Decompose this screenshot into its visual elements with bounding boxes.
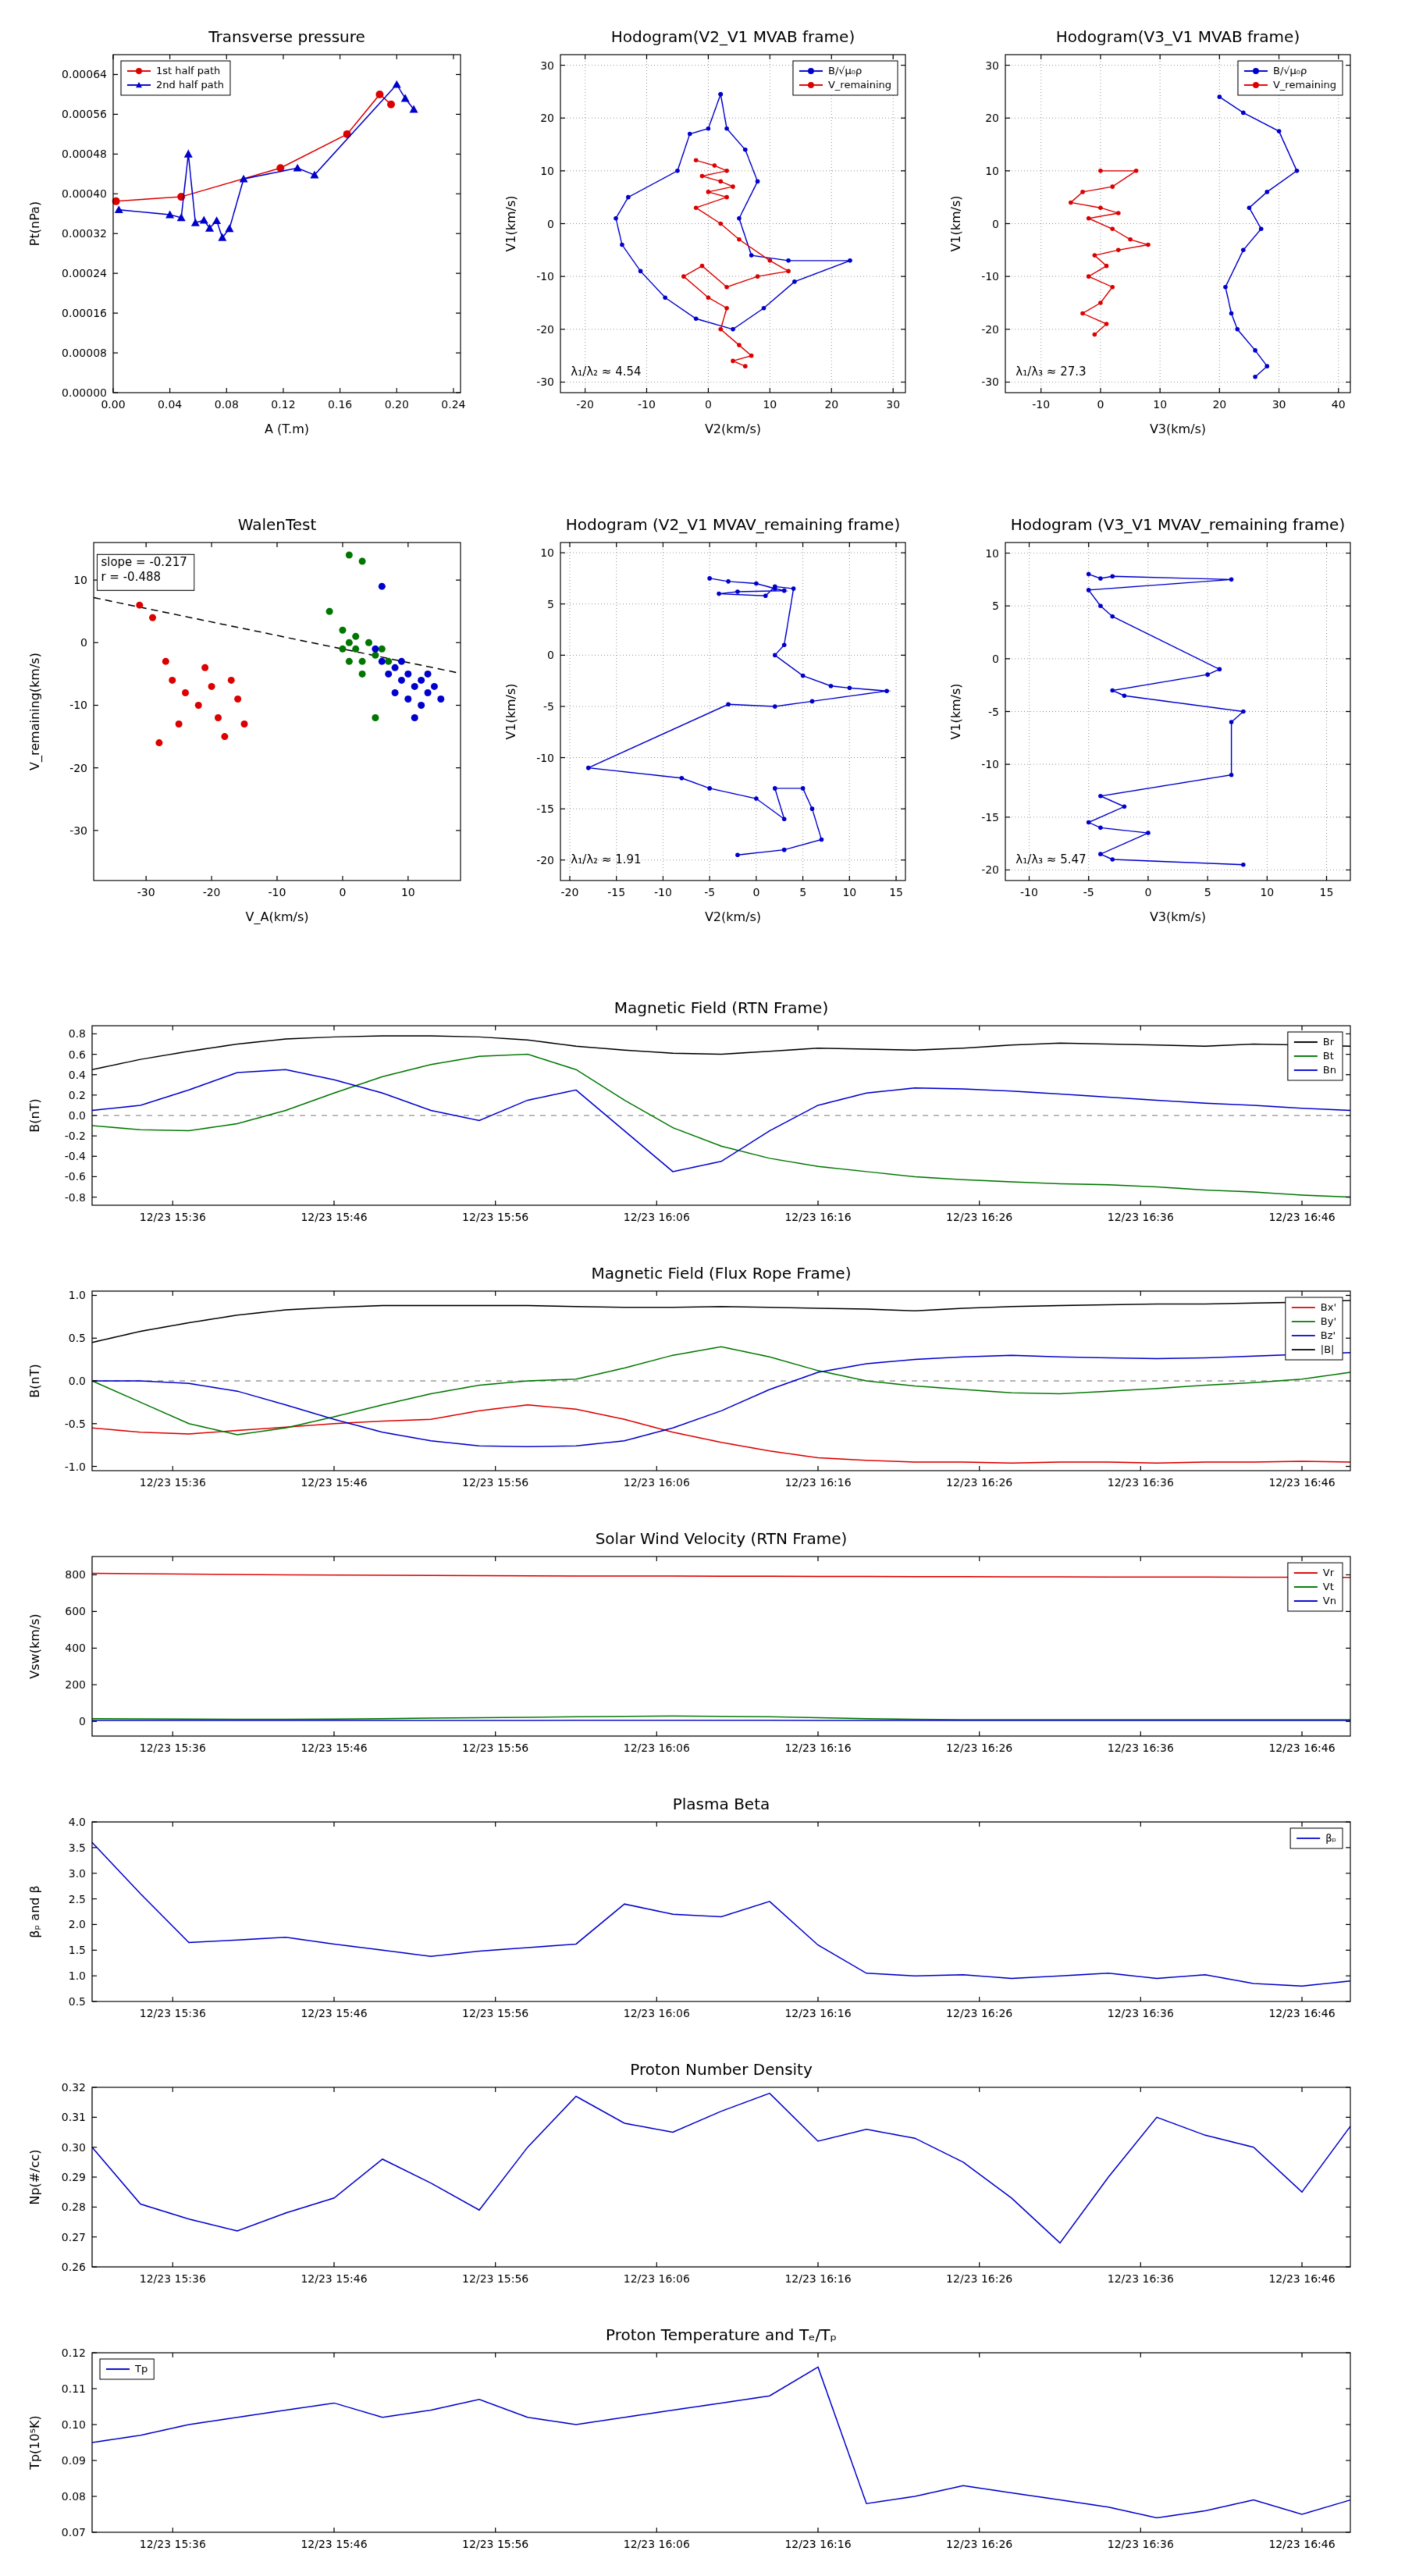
- chart-proton-number-density: [23, 2053, 1385, 2303]
- chart-transverse-pressure: [23, 16, 476, 457]
- chart-magnetic-field-flux-rope: [23, 1257, 1385, 1507]
- chart-proton-temperature: [23, 2318, 1385, 2568]
- chart-magnetic-field-rtn: [23, 991, 1385, 1241]
- chart-hodogram-v2v1-mvab: [500, 16, 921, 457]
- chart-solar-wind-velocity: [23, 1522, 1385, 1772]
- chart-plasma-beta: [23, 1788, 1385, 2037]
- chart-hodogram-v3v1-mvab: [944, 16, 1366, 457]
- chart-hodogram-v3v1-mvav: [944, 503, 1366, 945]
- chart-hodogram-v2v1-mvav: [500, 503, 921, 945]
- chart-walen-test: [23, 503, 476, 945]
